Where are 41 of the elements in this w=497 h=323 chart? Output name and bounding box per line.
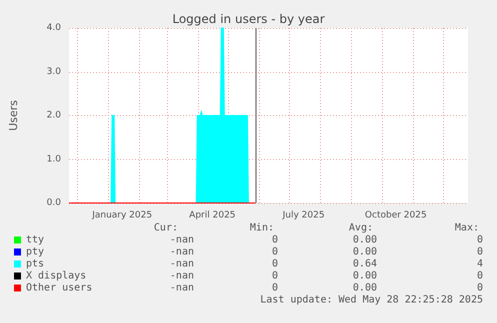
y-tick-label: 2.0 <box>46 110 62 120</box>
text: 0.00 <box>352 282 377 294</box>
chart-title: Logged in users - by year <box>172 12 325 26</box>
text: 0 <box>272 258 278 270</box>
y-axis-title: Users <box>7 100 20 131</box>
legend-label: Other users <box>26 282 92 294</box>
text: 0 <box>272 234 278 246</box>
text: -nan <box>170 234 194 246</box>
text: Cur: <box>154 222 178 234</box>
y-tick-label: 0.0 <box>46 198 62 208</box>
x-tick-label: January 2025 <box>91 210 152 220</box>
text: 4 <box>476 258 483 270</box>
x-tick-label: July 2025 <box>282 210 325 220</box>
text: 0.00 <box>352 234 377 246</box>
text: Last update: Wed May 28 22:25:28 2025 <box>260 294 483 306</box>
text: -nan <box>170 270 194 282</box>
legend-label: tty <box>26 234 44 246</box>
text: Min: <box>250 222 274 234</box>
text: Max: <box>454 222 479 234</box>
text: 0 <box>272 282 278 294</box>
text: 0 <box>272 246 278 258</box>
legend-label: X displays <box>26 270 86 282</box>
text: -nan <box>170 282 194 294</box>
y-tick-label: 1.0 <box>46 154 62 164</box>
text: 0 <box>476 246 483 258</box>
x-tick-label: October 2025 <box>364 210 427 220</box>
text: 0.00 <box>352 270 377 282</box>
x-tick-label: April 2025 <box>189 210 236 220</box>
text: Avg: <box>348 222 373 234</box>
text: -nan <box>170 258 194 270</box>
text: 0.00 <box>352 246 377 258</box>
text: 0 <box>476 282 483 294</box>
text: 0 <box>476 270 483 282</box>
text: -nan <box>170 246 194 258</box>
y-tick-label: 3.0 <box>46 66 62 77</box>
legend-label: pts <box>26 258 44 270</box>
text: 0 <box>476 234 483 246</box>
y-tick-label: 4.0 <box>46 23 62 33</box>
text: 0 <box>272 270 278 282</box>
text: 0.64 <box>352 258 377 270</box>
legend-label: pty <box>26 246 44 258</box>
